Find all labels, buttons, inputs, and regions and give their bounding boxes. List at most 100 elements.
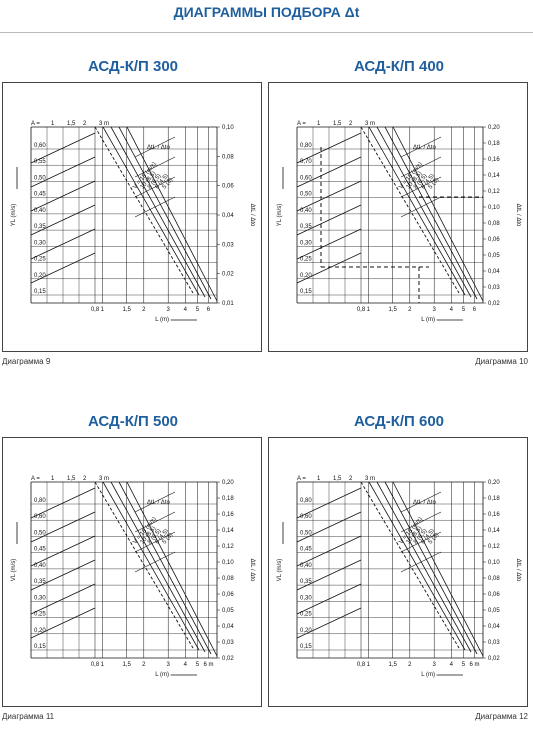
- line: [126, 481, 218, 657]
- line: [30, 583, 96, 615]
- y-tick-label: 0,60: [300, 514, 312, 520]
- y-tick-label: 0,35: [300, 224, 312, 230]
- line: [296, 535, 362, 567]
- diagram-caption: Диаграмма 10: [475, 357, 528, 366]
- y-tick-label: 0,30: [34, 240, 46, 246]
- y-tick-label: 0,40: [300, 563, 312, 569]
- diagram-caption: Диаграмма 12: [475, 712, 528, 721]
- a-tick-label: 1,5: [333, 476, 342, 482]
- y2-tick-label: 0,08: [222, 576, 234, 582]
- line: [384, 481, 478, 655]
- y-tick-label: 0,40: [300, 208, 312, 214]
- y-tick-label: 0,25: [34, 612, 46, 618]
- y-tick-label: 0,15: [300, 644, 312, 650]
- y-tick-label: 0,50: [300, 530, 312, 536]
- y-tick-label: 0,15: [34, 289, 46, 295]
- y2-tick-label: 0,03: [488, 640, 500, 646]
- x-axis-label: L (m): [421, 672, 435, 678]
- x-tick-label: 5: [196, 307, 200, 313]
- y2-tick-label: 0,01: [222, 301, 234, 307]
- y-tick-label: 0,30: [34, 595, 46, 601]
- line: [400, 511, 442, 533]
- x-tick-label: 5: [462, 307, 466, 313]
- a-tick-label: 1: [317, 476, 321, 482]
- x-tick-label: 3: [433, 662, 437, 668]
- y2-tick-label: 0,03: [488, 285, 500, 291]
- x-tick-label: 6: [473, 307, 477, 313]
- y2-tick-label: 0,08: [222, 154, 234, 160]
- y2-tick-label: 0,04: [488, 624, 500, 630]
- line: [30, 487, 96, 519]
- line: [30, 228, 96, 260]
- x-tick-label: 1: [367, 307, 371, 313]
- line: [400, 531, 442, 553]
- line: [296, 487, 362, 519]
- a-tick-label: 2: [83, 476, 87, 482]
- y2-tick-label: 0,12: [488, 544, 500, 550]
- y2-tick-label: 0,02: [488, 301, 500, 307]
- line: [94, 481, 194, 649]
- line: [384, 126, 478, 300]
- x-tick-label: 1,5: [123, 307, 132, 313]
- y-tick-label: 0,15: [34, 644, 46, 650]
- x-tick-label: 0,8: [91, 307, 100, 313]
- nomogram: 0,8 1 1,5 2 3 4 5 6L (m)0,800,700,600,500,400,3…: [277, 121, 521, 323]
- line: [400, 156, 442, 178]
- y2-axis-label: ΔtL / Δto: [515, 204, 521, 227]
- y-tick-label: 0,35: [34, 579, 46, 585]
- diagram-caption: Диаграмма 9: [2, 357, 51, 366]
- a-tick-label: 3 m: [365, 476, 375, 482]
- line: [30, 132, 96, 164]
- line: [30, 535, 96, 567]
- line: [400, 551, 442, 573]
- y-tick-label: 0,60: [34, 143, 46, 149]
- a-tick-label: 3 m: [99, 121, 109, 127]
- a-tick-label: 1,5: [333, 121, 342, 127]
- y-tick-label: 0,25: [300, 257, 312, 263]
- y2-tick-label: 0,20: [488, 125, 500, 131]
- y2-tick-label: 0,03: [222, 242, 234, 248]
- y2-tick-label: 0,03: [222, 640, 234, 646]
- legend: ΔtL / Δto: [147, 500, 170, 506]
- y2-tick-label: 0,06: [222, 592, 234, 598]
- x-tick-label: 1,5: [389, 307, 398, 313]
- nomogram: 0,8 1 1,5 2 3 4 5 6L (m)0,600,550,500,450,400,3…: [11, 121, 255, 323]
- legend: ΔtL / Δto: [413, 500, 436, 506]
- line: [30, 156, 96, 188]
- diagram-panel: 0,8 1 1,5 2 3 4 5 6 L (m) 0,80 0,70 0,60 0,50 0,40 0,3…: [268, 82, 528, 352]
- x-tick-label: 1: [367, 662, 371, 668]
- line: [368, 481, 466, 651]
- y-tick-label: 0,50: [34, 530, 46, 536]
- y-tick-label: 0,30: [300, 240, 312, 246]
- y2-tick-label: 0,02: [222, 656, 234, 662]
- x-tick-label: 6: [207, 307, 211, 313]
- a-tick-label: 3 m: [99, 476, 109, 482]
- line: [368, 126, 466, 296]
- y-tick-label: 0,20: [300, 273, 312, 279]
- y-tick-label: 0,80: [300, 498, 312, 504]
- a-label: A =: [31, 476, 40, 482]
- rule: [0, 32, 533, 33]
- y2-tick-label: 0,16: [488, 512, 500, 518]
- line: [110, 126, 206, 298]
- line: [30, 559, 96, 591]
- y-tick-label: 0,50: [300, 192, 312, 198]
- y-tick-label: 0,40: [34, 208, 46, 214]
- y2-tick-label: 0,20: [488, 480, 500, 486]
- y2-tick-label: 0,12: [488, 189, 500, 195]
- x-tick-label: 1: [101, 307, 105, 313]
- y-axis-label: YL (m/s): [277, 204, 283, 226]
- line: [296, 607, 362, 639]
- x-tick-label: 6 m: [203, 662, 213, 668]
- x-axis-label: L (m): [155, 672, 169, 678]
- line: [360, 481, 460, 649]
- a-label: A =: [31, 121, 40, 127]
- y-tick-label: 0,60: [34, 514, 46, 520]
- x-tick-label: 4: [450, 662, 454, 668]
- line: [400, 176, 442, 198]
- line: [134, 551, 176, 573]
- y-tick-label: 0,70: [300, 159, 312, 165]
- diagram-title: АСД-К/П 300: [87, 58, 179, 75]
- x-tick-label: 3: [167, 662, 171, 668]
